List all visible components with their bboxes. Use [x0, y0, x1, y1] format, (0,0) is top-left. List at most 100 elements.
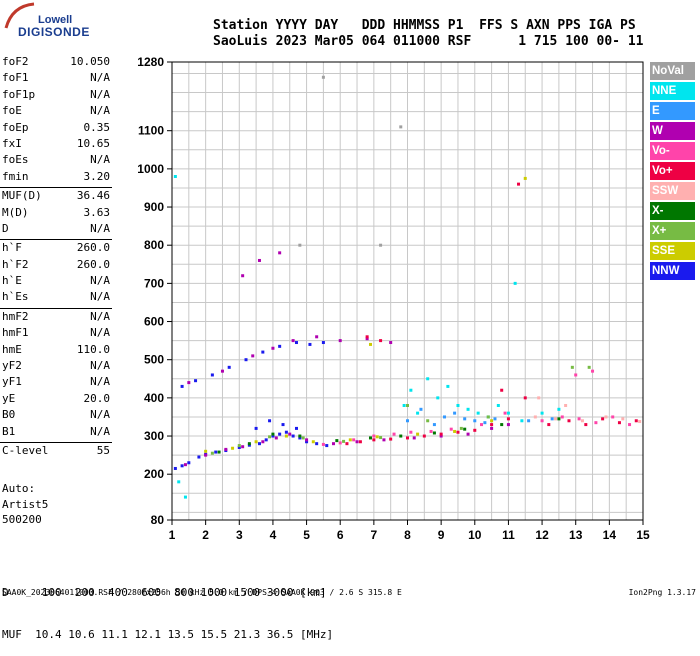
- echo-point: [473, 419, 477, 423]
- echo-point: [305, 440, 309, 444]
- echo-point: [298, 436, 302, 440]
- parameter-name: yE: [2, 391, 16, 405]
- echo-point: [177, 480, 181, 484]
- echo-point: [308, 342, 312, 346]
- echo-point: [247, 443, 251, 447]
- echo-point: [560, 415, 564, 419]
- echo-point: [399, 434, 403, 438]
- echo-point: [577, 417, 581, 421]
- x-tick-label: 4: [270, 528, 277, 542]
- echo-point: [446, 384, 450, 388]
- x-tick-label: 8: [404, 528, 411, 542]
- parameter-separator: [0, 187, 112, 189]
- echo-point: [257, 258, 261, 262]
- y-tick-label: 1000: [137, 162, 164, 176]
- echo-point: [204, 449, 208, 453]
- parameter-value: 10.65: [76, 136, 110, 150]
- echo-point: [187, 381, 191, 385]
- parameter-name: C-level: [2, 443, 49, 457]
- echo-point: [426, 377, 430, 381]
- parameter-row: C-level 55: [0, 444, 112, 460]
- echo-point: [368, 342, 372, 346]
- parameter-row: fmin 3.20: [0, 170, 112, 186]
- echo-point: [241, 274, 245, 278]
- parameter-value: 0.35: [83, 120, 111, 134]
- echo-point: [591, 369, 595, 373]
- legend-item: SSW: [650, 182, 695, 200]
- parameter-row: fxI 10.65: [0, 137, 112, 153]
- parameter-row: foF2 10.050: [0, 55, 112, 71]
- echo-point: [379, 339, 383, 343]
- echo-point: [261, 350, 265, 354]
- parameter-name: yF2: [2, 359, 22, 373]
- echo-point: [180, 464, 184, 468]
- parameter-row: foF1 N/A: [0, 71, 112, 87]
- parameter-row: h`Es N/A: [0, 290, 112, 306]
- echo-point: [463, 417, 467, 421]
- echo-point: [540, 419, 544, 423]
- x-tick-label: 13: [569, 528, 583, 542]
- echo-point: [197, 455, 201, 459]
- x-tick-label: 7: [371, 528, 378, 542]
- echo-point: [375, 435, 379, 439]
- echo-point: [476, 411, 480, 415]
- echo-point: [298, 434, 302, 438]
- parameter-name: M(D): [2, 205, 29, 219]
- echo-point: [480, 423, 484, 427]
- echo-point: [554, 417, 558, 421]
- echo-point: [486, 415, 490, 419]
- parameter-value: N/A: [90, 326, 110, 340]
- parameter-row: h`E N/A: [0, 274, 112, 290]
- digisonde-logo-icon: [4, 2, 35, 29]
- parameter-row: h`F 260.0: [0, 241, 112, 257]
- echo-point: [392, 432, 396, 436]
- echo-point: [342, 439, 346, 443]
- echo-point: [264, 438, 268, 442]
- parameter-value: 260.0: [76, 241, 110, 255]
- x-tick-label: 6: [337, 528, 344, 542]
- echo-point: [291, 434, 295, 438]
- parameter-row: yF2 N/A: [0, 359, 112, 375]
- parameter-row: hmF2 N/A: [0, 310, 112, 326]
- echo-point: [224, 447, 228, 451]
- legend-item: Vo-: [650, 142, 695, 160]
- parameter-row: yF1 N/A: [0, 375, 112, 391]
- echo-point: [271, 434, 275, 438]
- echo-point: [365, 337, 369, 341]
- parameter-value: N/A: [90, 87, 110, 101]
- echo-point: [416, 432, 420, 436]
- echo-point: [187, 461, 191, 465]
- y-tick-label: 500: [144, 353, 164, 367]
- echo-point: [517, 182, 521, 186]
- echo-point: [321, 442, 325, 446]
- parameter-value: N/A: [90, 309, 110, 323]
- parameter-name: hmF2: [2, 309, 29, 323]
- echo-point: [294, 341, 298, 345]
- parameter-row: D N/A: [0, 222, 112, 238]
- echo-point: [506, 411, 510, 415]
- echo-point: [537, 396, 541, 400]
- echo-point: [483, 421, 487, 425]
- y-tick-label: 1100: [138, 124, 164, 138]
- echo-point: [294, 426, 298, 430]
- echo-point: [210, 451, 214, 455]
- echo-point: [244, 358, 248, 362]
- parameter-name: h`E: [2, 274, 22, 288]
- parameter-value: N/A: [90, 375, 110, 389]
- x-tick-label: 15: [636, 528, 650, 542]
- parameter-name: hmF1: [2, 326, 29, 340]
- echo-point: [257, 442, 261, 446]
- echo-point: [412, 436, 416, 440]
- y-tick-label: 300: [144, 429, 164, 443]
- parameter-row: B1 N/A: [0, 425, 112, 441]
- y-tick-label: 800: [144, 238, 164, 252]
- header-columns: Station YYYY DAY DDD HHMMSS P1 FFS S AXN…: [213, 18, 636, 33]
- echo-point: [379, 436, 383, 440]
- echo-point: [183, 463, 187, 467]
- echo-point: [389, 341, 393, 345]
- parameter-name: foF2: [2, 55, 29, 68]
- y-tick-label: 1280: [137, 55, 164, 69]
- echo-point: [453, 411, 457, 415]
- parameter-value: N/A: [90, 71, 110, 85]
- echo-point: [321, 341, 325, 345]
